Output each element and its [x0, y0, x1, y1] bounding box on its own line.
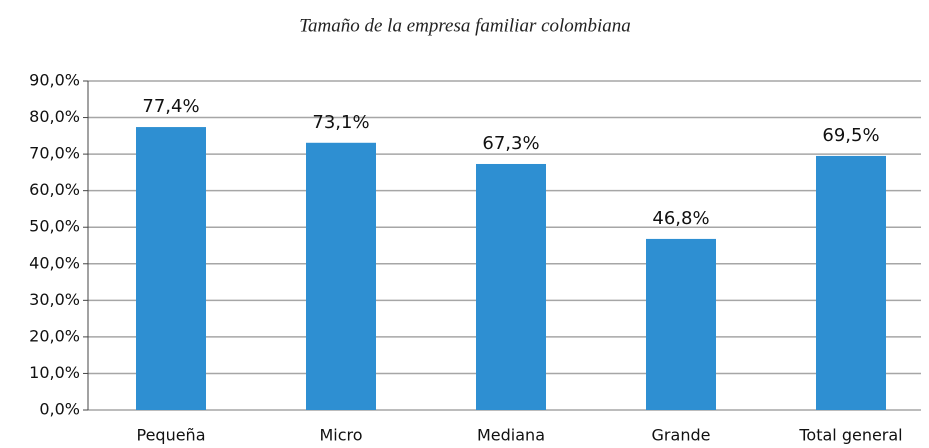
value-label: 69,5% — [822, 125, 879, 146]
value-label: 46,8% — [652, 208, 709, 229]
y-tick-label: 80,0% — [29, 107, 80, 126]
y-tick-label: 10,0% — [29, 363, 80, 382]
x-tick-label: Total general — [798, 426, 902, 445]
x-tick-label: Grande — [652, 426, 711, 445]
y-tick-label: 70,0% — [29, 144, 80, 163]
y-tick-label: 90,0% — [29, 71, 80, 90]
bar — [306, 142, 376, 411]
x-tick-label: Micro — [319, 426, 362, 445]
bar — [476, 163, 546, 410]
y-tick-label: 50,0% — [29, 217, 80, 236]
value-label: 77,4% — [142, 96, 199, 117]
bar — [646, 238, 716, 410]
y-tick-label: 0,0% — [39, 400, 80, 419]
value-label: 73,1% — [312, 112, 369, 133]
y-tick-label: 60,0% — [29, 180, 80, 199]
y-tick-label: 40,0% — [29, 253, 80, 272]
bar — [136, 127, 206, 410]
x-tick-label: Pequeña — [136, 426, 205, 445]
y-tick-label: 30,0% — [29, 290, 80, 309]
chart-title: Tamaño de la empresa familiar colombiana — [299, 15, 631, 36]
x-tick-label: Mediana — [477, 426, 545, 445]
bar — [816, 155, 886, 410]
value-label: 67,3% — [482, 133, 539, 154]
y-tick-label: 20,0% — [29, 326, 80, 345]
